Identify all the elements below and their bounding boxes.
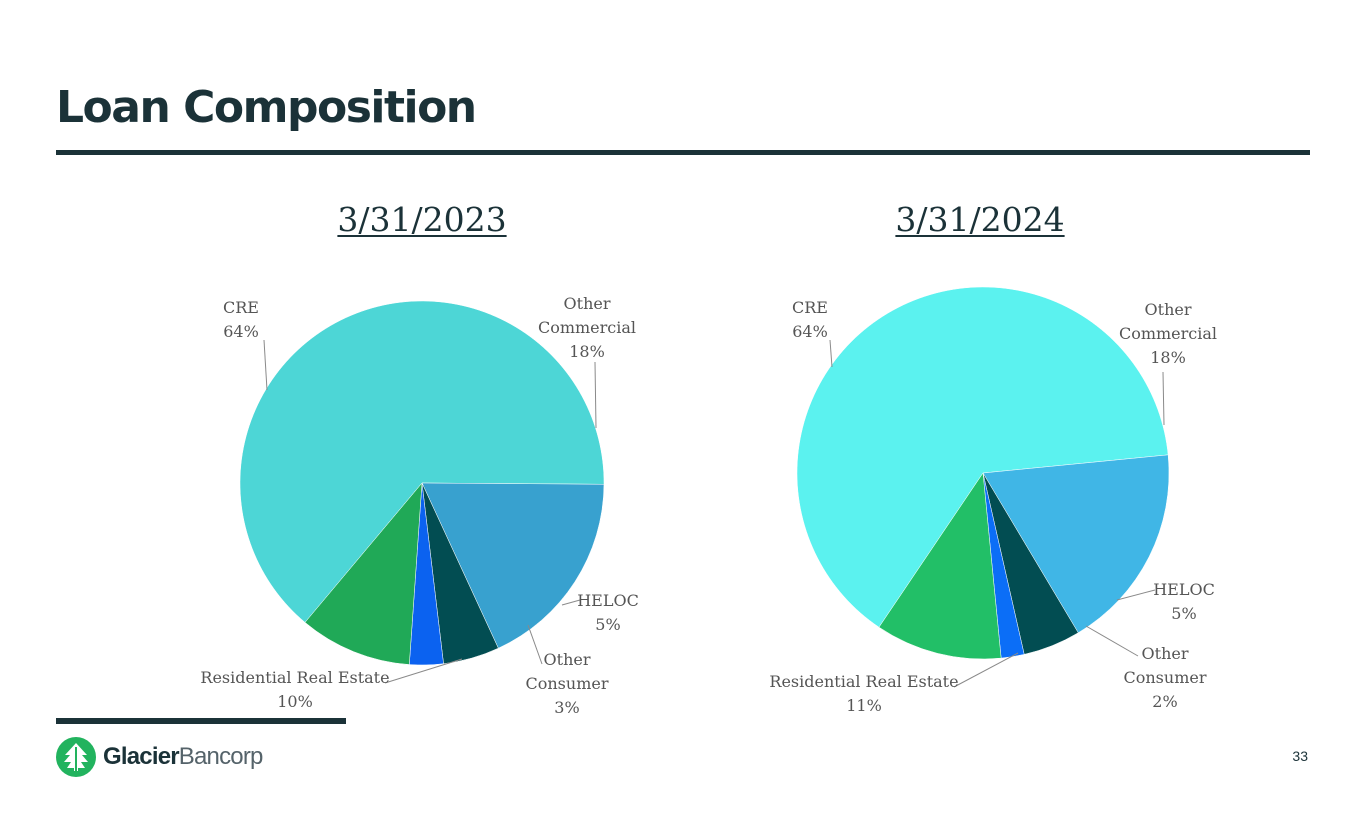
leader-line-heloc-2024: [1116, 589, 1156, 601]
leader-line-other-commercial-2023: [594, 361, 597, 429]
data-label-heloc-2023: HELOC 5%: [577, 591, 639, 634]
pie-slice-cre-2024: [796, 286, 1169, 628]
footer-divider: [56, 718, 346, 724]
leader-line-residential-real-estate-2024: [953, 652, 1019, 688]
leader-line-other-consumer-2024: [1085, 625, 1139, 657]
pie-slice-residential-real-estate-2023: [304, 482, 423, 665]
data-label-other-commercial-2023: Other Commercial 18%: [538, 294, 636, 361]
data-label-other-consumer-2023: Other Consumer 3%: [526, 650, 609, 717]
data-label-cre-2023: CRE 64%: [223, 298, 259, 341]
leader-line-other-commercial-2024: [1162, 371, 1165, 426]
data-label-residential-real-estate-2024: Residential Real Estate 11%: [769, 672, 958, 715]
leader-line-cre-2023: [263, 339, 268, 391]
pie-slice-residential-real-estate-2024: [878, 472, 1002, 660]
slide-title: Loan Composition: [56, 82, 477, 133]
glacier-logo-icon: [56, 737, 96, 777]
page-number: 33: [1292, 748, 1308, 764]
brand-name: GlacierBancorp: [103, 743, 263, 771]
title-divider: [56, 150, 1310, 155]
pie-slice-cre-2023: [239, 300, 605, 623]
data-label-cre-2024: CRE 64%: [792, 298, 828, 341]
brand-name-bold: Glacier: [103, 743, 180, 770]
pie-chart-2024: CRE 64% Other Commercial 18% HELOC 5% Other Cons…: [769, 286, 1217, 715]
data-label-residential-real-estate-2023: Residential Real Estate 10%: [200, 668, 389, 711]
leader-line-other-consumer-2023: [527, 624, 543, 665]
leader-line-heloc-2023: [561, 599, 581, 606]
data-label-other-commercial-2024: Other Commercial 18%: [1119, 300, 1217, 367]
data-label-heloc-2024: HELOC 5%: [1153, 580, 1215, 623]
pie-slice-other-commercial-2024: [982, 454, 1170, 634]
leader-line-residential-real-estate-2023: [384, 658, 463, 684]
chart-title-2024: 3/31/2024: [895, 200, 1065, 239]
data-label-other-consumer-2024: Other Consumer 2%: [1124, 644, 1207, 711]
pie-chart-2023: CRE 64% Other Commercial 18% HELOC 5% Other Cons…: [200, 294, 639, 717]
chart-title-2023: 3/31/2023: [337, 200, 507, 239]
leader-line-cre-2024: [829, 339, 833, 368]
brand-name-light: Bancorp: [178, 743, 264, 770]
pie-slice-other-commercial-2023: [421, 482, 605, 649]
brand-logo: GlacierBancorp: [56, 736, 263, 778]
